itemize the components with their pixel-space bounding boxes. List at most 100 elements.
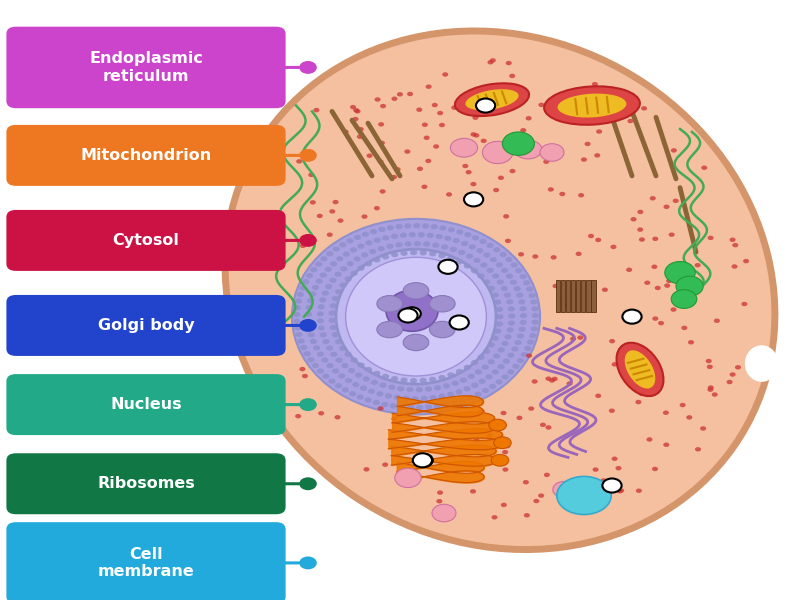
Circle shape — [665, 262, 695, 284]
Circle shape — [332, 296, 339, 301]
Ellipse shape — [514, 140, 542, 159]
Ellipse shape — [557, 476, 611, 515]
Circle shape — [305, 319, 312, 324]
Circle shape — [374, 206, 380, 211]
Circle shape — [478, 379, 486, 384]
Circle shape — [520, 320, 527, 325]
Ellipse shape — [466, 89, 518, 110]
Circle shape — [554, 112, 559, 117]
Circle shape — [307, 298, 314, 304]
Circle shape — [457, 404, 463, 409]
Circle shape — [400, 233, 407, 238]
Circle shape — [546, 376, 551, 381]
Circle shape — [450, 400, 458, 406]
Circle shape — [466, 170, 472, 175]
Circle shape — [414, 241, 421, 246]
Circle shape — [342, 363, 349, 368]
Circle shape — [299, 367, 306, 371]
Circle shape — [451, 106, 458, 110]
Circle shape — [712, 392, 718, 397]
Circle shape — [368, 389, 375, 394]
Circle shape — [486, 243, 494, 248]
Circle shape — [562, 302, 567, 307]
Circle shape — [493, 188, 499, 192]
Circle shape — [688, 340, 694, 344]
Circle shape — [652, 236, 658, 241]
Ellipse shape — [403, 334, 429, 350]
Circle shape — [467, 374, 474, 379]
Circle shape — [410, 378, 418, 383]
Circle shape — [350, 105, 356, 109]
Circle shape — [505, 444, 510, 448]
Circle shape — [358, 266, 365, 271]
Circle shape — [652, 316, 658, 321]
Ellipse shape — [617, 343, 663, 396]
Circle shape — [513, 93, 518, 97]
Circle shape — [504, 292, 511, 298]
Circle shape — [405, 470, 411, 474]
Circle shape — [438, 260, 458, 274]
Circle shape — [546, 425, 551, 430]
Circle shape — [391, 97, 398, 101]
Circle shape — [488, 286, 495, 291]
Circle shape — [575, 251, 582, 256]
Circle shape — [702, 166, 707, 170]
Circle shape — [354, 256, 361, 262]
Circle shape — [339, 346, 346, 351]
Circle shape — [582, 119, 589, 124]
Circle shape — [382, 402, 389, 407]
Circle shape — [422, 223, 429, 229]
Circle shape — [489, 384, 496, 389]
Circle shape — [421, 396, 428, 401]
Circle shape — [670, 307, 677, 312]
Circle shape — [673, 199, 678, 203]
Circle shape — [482, 388, 489, 393]
Circle shape — [487, 60, 494, 64]
Circle shape — [398, 308, 418, 323]
Circle shape — [379, 383, 386, 388]
Text: Golgi body: Golgi body — [98, 318, 194, 333]
Circle shape — [314, 108, 319, 112]
Circle shape — [346, 238, 354, 244]
Circle shape — [402, 395, 410, 401]
Circle shape — [492, 274, 499, 278]
Circle shape — [354, 109, 361, 113]
Ellipse shape — [494, 437, 511, 449]
Circle shape — [334, 415, 341, 419]
Circle shape — [412, 396, 419, 401]
FancyBboxPatch shape — [6, 125, 286, 186]
Circle shape — [398, 386, 405, 391]
Circle shape — [474, 439, 480, 443]
FancyBboxPatch shape — [6, 210, 286, 271]
Circle shape — [548, 187, 554, 191]
Circle shape — [299, 478, 317, 490]
Circle shape — [615, 466, 622, 470]
Circle shape — [442, 72, 448, 77]
Circle shape — [441, 244, 448, 250]
Circle shape — [394, 167, 401, 172]
Circle shape — [360, 386, 367, 391]
Circle shape — [508, 320, 515, 326]
Circle shape — [638, 209, 643, 214]
Circle shape — [494, 329, 502, 334]
Circle shape — [300, 244, 306, 248]
Circle shape — [530, 299, 538, 305]
Circle shape — [730, 372, 736, 377]
Circle shape — [390, 403, 397, 409]
Circle shape — [644, 281, 650, 285]
Circle shape — [611, 362, 618, 367]
Circle shape — [339, 242, 346, 247]
Circle shape — [578, 193, 584, 197]
Circle shape — [401, 377, 408, 383]
Circle shape — [307, 357, 314, 362]
Circle shape — [348, 368, 355, 373]
Circle shape — [432, 242, 439, 248]
Circle shape — [731, 264, 738, 269]
Circle shape — [330, 278, 337, 283]
Bar — [581, 280, 586, 312]
Circle shape — [543, 160, 550, 164]
Ellipse shape — [482, 142, 513, 164]
Circle shape — [446, 192, 452, 197]
Circle shape — [354, 108, 359, 113]
Circle shape — [572, 502, 578, 507]
